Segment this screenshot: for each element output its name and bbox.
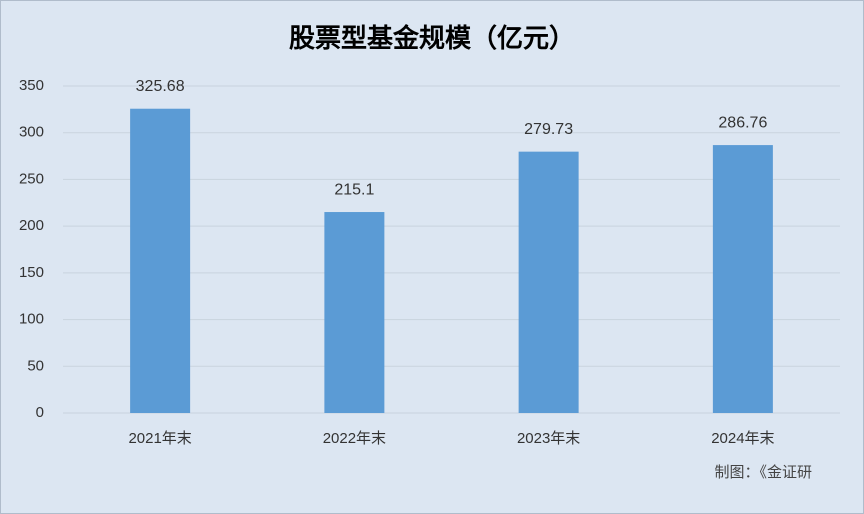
y-tick-label: 200 bbox=[19, 217, 44, 234]
data-label: 279.73 bbox=[524, 121, 573, 138]
y-tick-label: 50 bbox=[27, 357, 44, 374]
x-tick-label: 2024年末 bbox=[711, 430, 774, 447]
x-tick-label: 2023年末 bbox=[517, 430, 580, 447]
y-tick-label: 250 bbox=[19, 170, 44, 187]
y-tick-label: 0 bbox=[36, 404, 44, 421]
data-label: 325.68 bbox=[136, 78, 185, 95]
y-tick-label: 350 bbox=[19, 77, 44, 94]
x-tick-label: 2021年末 bbox=[128, 430, 191, 447]
bar bbox=[324, 212, 385, 413]
y-tick-label: 100 bbox=[19, 311, 44, 328]
data-label: 286.76 bbox=[718, 114, 767, 131]
bar bbox=[518, 151, 579, 413]
bar bbox=[130, 108, 191, 413]
y-tick-label: 150 bbox=[19, 264, 44, 281]
source-note: 制图：《金证研 bbox=[714, 464, 812, 481]
y-tick-label: 300 bbox=[19, 124, 44, 141]
x-tick-label: 2022年末 bbox=[323, 430, 386, 447]
data-label: 215.1 bbox=[334, 181, 374, 198]
chart-title: 股票型基金规模（亿元） bbox=[289, 23, 575, 53]
bar bbox=[712, 145, 773, 413]
